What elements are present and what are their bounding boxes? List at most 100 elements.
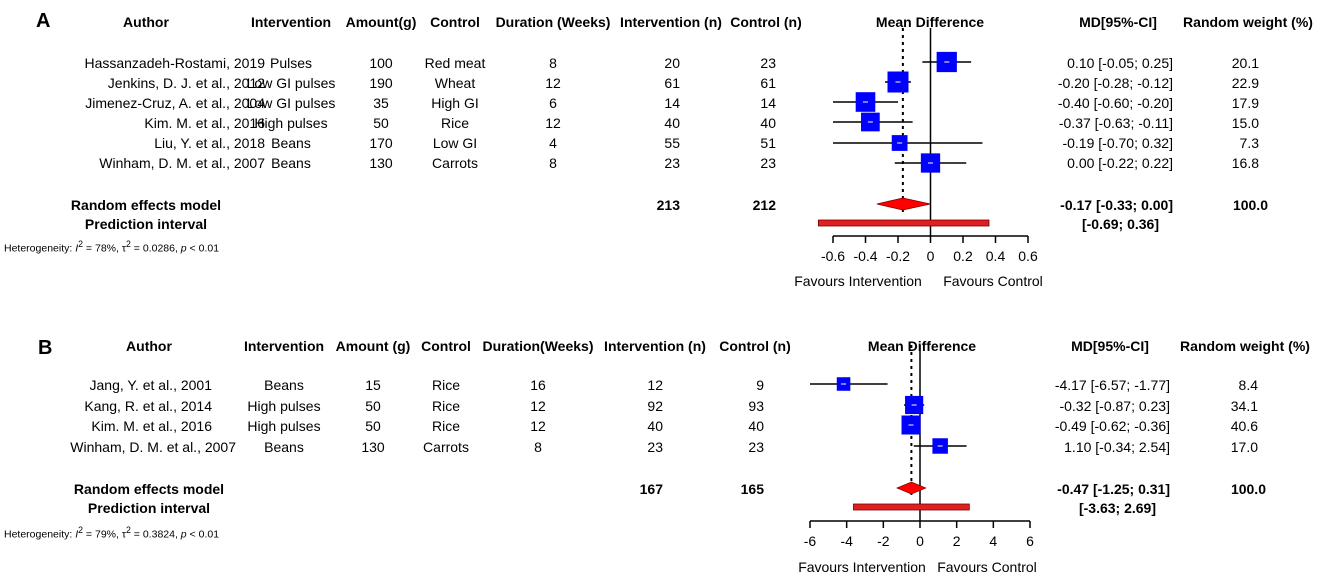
study-intervention: High pulses	[247, 418, 321, 434]
study-author: Kim. M. et al., 2016	[144, 115, 265, 131]
study-md-ci: 0.00 [-0.22; 0.22]	[1067, 155, 1173, 171]
study-intervention-n: 40	[647, 418, 663, 434]
header-intervention: Intervention	[250, 14, 332, 30]
x-tick-label: 0.6	[1018, 248, 1038, 264]
study-intervention: High pulses	[247, 398, 321, 414]
study-intervention-n: 23	[664, 155, 680, 171]
x-tick-label: 4	[989, 533, 997, 549]
x-tick-label: 0	[916, 533, 924, 549]
x-tick-label: 2	[953, 533, 961, 549]
total-control-n: 212	[752, 197, 776, 213]
header-intervention-n: Intervention (n)	[604, 338, 706, 354]
header-intervention: Intervention	[243, 338, 325, 354]
xlabel-favours-intervention: Favours Intervention	[798, 559, 926, 575]
header-mean-difference: Mean Difference	[875, 14, 985, 30]
panel-a: A Author Intervention Amount(g) Control …	[4, 10, 1313, 289]
study-intervention-n: 55	[664, 135, 680, 151]
heterogeneity-stats: Heterogeneity: I2 = 79%, τ2 = 0.3824, p …	[4, 525, 220, 541]
study-duration: 12	[530, 418, 546, 434]
study-md-ci: -0.20 [-0.28; -0.12]	[1057, 75, 1173, 91]
x-tick-label: -2	[877, 533, 890, 549]
study-amount: 170	[369, 135, 393, 151]
total-control-n: 165	[740, 481, 764, 497]
study-control: Rice	[431, 398, 461, 414]
study-author: Liu, Y. et al., 2018	[154, 135, 265, 151]
study-control: High GI	[431, 95, 479, 111]
study-weight: 8.4	[1238, 377, 1258, 393]
heterogeneity-stats: Heterogeneity: I2 = 78%, τ2 = 0.0286, p …	[4, 239, 220, 255]
study-intervention: Beans	[264, 439, 304, 455]
total-intervention-n: 167	[639, 481, 663, 497]
study-md-ci: -0.37 [-0.63; -0.11]	[1058, 115, 1173, 131]
study-intervention-n: 20	[664, 55, 680, 71]
study-duration: 4	[549, 135, 557, 151]
header-amount: Amount(g)	[345, 14, 417, 30]
study-md-ci: 0.10 [-0.05; 0.25]	[1067, 55, 1173, 71]
study-intervention-n: 12	[647, 377, 663, 393]
prediction-interval-bar	[853, 503, 970, 511]
header-control-n: Control (n)	[730, 14, 802, 30]
header-control: Control	[430, 14, 480, 30]
total-weight: 100.0	[1230, 481, 1266, 497]
prediction-interval-label: Prediction interval	[84, 216, 208, 232]
prediction-interval-ci: [-0.69; 0.36]	[1081, 216, 1159, 232]
header-author: Author	[123, 14, 169, 30]
study-control-n: 9	[756, 377, 764, 393]
prediction-interval-label: Prediction interval	[87, 500, 211, 516]
header-weight: Random weight (%)	[1180, 338, 1310, 354]
study-md-ci: 1.10 [-0.34; 2.54]	[1064, 439, 1170, 455]
study-amount: 50	[373, 115, 389, 131]
study-duration: 6	[549, 95, 557, 111]
study-intervention: Low GI pulses	[246, 75, 336, 91]
pooled-md-ci: -0.47 [-1.25; 0.31]	[1057, 481, 1170, 497]
study-duration: 12	[545, 115, 561, 131]
study-control-n: 40	[748, 418, 764, 434]
study-control: Carrots	[423, 439, 469, 455]
panel-letter: B	[38, 337, 53, 359]
header-mean-difference: Mean Difference	[867, 338, 977, 354]
study-weight: 17.0	[1230, 439, 1258, 455]
study-weight: 15.0	[1231, 115, 1259, 131]
study-control-n: 93	[748, 398, 764, 414]
study-intervention-n: 14	[664, 95, 680, 111]
random-effects-label: Random effects model	[73, 481, 225, 497]
study-author: Jimenez-Cruz, A. et al., 2004	[85, 95, 265, 111]
study-weight: 16.8	[1231, 155, 1259, 171]
study-author: Jang, Y. et al., 2001	[89, 377, 212, 393]
x-tick-label: 0.2	[953, 248, 973, 264]
study-author: Winham, D. M. et al., 2007	[99, 155, 265, 171]
study-intervention-n: 61	[664, 75, 680, 91]
total-weight: 100.0	[1232, 197, 1268, 213]
study-control-n: 61	[760, 75, 776, 91]
study-amount: 50	[365, 418, 381, 434]
header-author: Author	[126, 338, 172, 354]
pooled-md-ci: -0.17 [-0.33; 0.00]	[1060, 197, 1173, 213]
study-author: Jenkins, D. J. et al., 2012	[107, 75, 265, 91]
study-control-n: 40	[760, 115, 776, 131]
header-control-n: Control (n)	[719, 338, 791, 354]
study-control-n: 14	[760, 95, 776, 111]
x-tick-label: -0.2	[886, 248, 910, 264]
study-weight: 7.3	[1239, 135, 1259, 151]
study-duration: 12	[545, 75, 561, 91]
header-md-ci: MD[95%-CI]	[1079, 14, 1157, 30]
study-control: Rice	[431, 377, 461, 393]
random-effects-label: Random effects model	[70, 197, 222, 213]
study-control: Wheat	[434, 75, 476, 91]
study-intervention: Beans	[271, 155, 311, 171]
study-intervention-n: 23	[647, 439, 663, 455]
study-amount: 190	[369, 75, 393, 91]
study-intervention-n: 40	[664, 115, 680, 131]
total-intervention-n: 213	[656, 197, 680, 213]
header-duration: Duration(Weeks)	[482, 338, 594, 354]
x-tick-label: 0.4	[986, 248, 1006, 264]
study-control: Carrots	[432, 155, 478, 171]
study-weight: 20.1	[1231, 55, 1259, 71]
study-weight: 34.1	[1230, 398, 1258, 414]
x-tick-label: -0.6	[821, 248, 845, 264]
study-weight: 22.9	[1231, 75, 1259, 91]
study-duration: 8	[549, 55, 557, 71]
study-md-ci: -0.49 [-0.62; -0.36]	[1054, 418, 1170, 434]
study-control: Low GI	[432, 135, 478, 151]
study-duration: 16	[530, 377, 546, 393]
